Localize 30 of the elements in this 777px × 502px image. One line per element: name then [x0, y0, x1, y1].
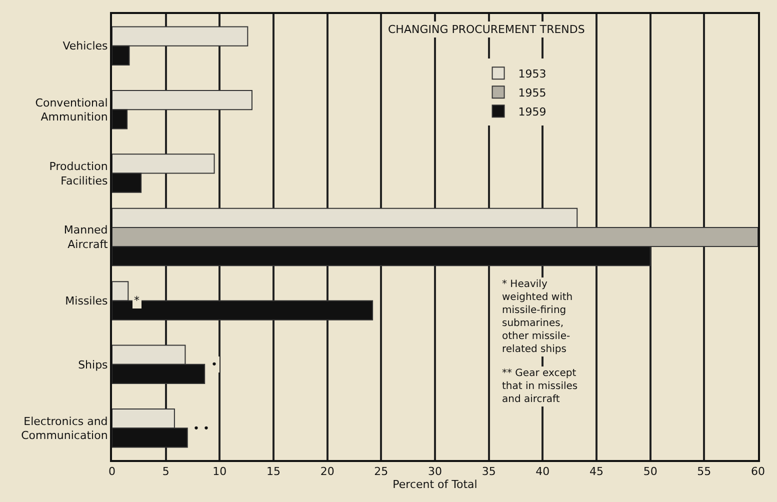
y-tick-label: Conventional Ammunition [35, 96, 108, 124]
y-tick-label: Electronics and Communication [21, 414, 108, 442]
x-tick-label: 40 [536, 465, 550, 478]
x-tick-label: 10 [212, 465, 227, 478]
x-axis-title: Percent of Total [392, 478, 478, 492]
x-tick-label: 45 [590, 465, 604, 478]
text: CHANGING PROCUREMENT TRENDS [388, 23, 585, 36]
annotation: * [134, 294, 140, 307]
y-tick-label: Missiles [65, 294, 108, 308]
legend-label: 1959 [518, 105, 546, 118]
x-tick-label: 60 [751, 465, 765, 478]
x-tick-label: 25 [374, 465, 388, 478]
x-tick-label: 55 [697, 465, 712, 478]
x-tick-label: 0 [108, 465, 116, 478]
x-tick-label: 30 [428, 465, 442, 478]
y-tick-label: Vehicles [62, 40, 108, 53]
y-tick-label: Ships [78, 358, 108, 372]
annotation: • [211, 358, 218, 371]
annotation: ** Gear except that in missiles and aircraft [502, 368, 578, 405]
x-tick-label: 35 [482, 465, 496, 478]
legend-label: 1953 [518, 67, 546, 80]
annotation: * Heavily weighted with missile-firing submarines, other missile- related ships [502, 279, 573, 355]
x-tick-label: 20 [320, 465, 334, 478]
x-tick-label: 15 [266, 465, 280, 478]
legend-label: 1955 [518, 86, 546, 100]
annotation: • • [193, 422, 210, 435]
y-tick-label: Production Facilities [49, 160, 108, 188]
y-tick-label: Manned Aircraft [64, 224, 108, 251]
x-tick-label: 50 [643, 465, 658, 478]
x-tick-label: 5 [162, 465, 170, 478]
